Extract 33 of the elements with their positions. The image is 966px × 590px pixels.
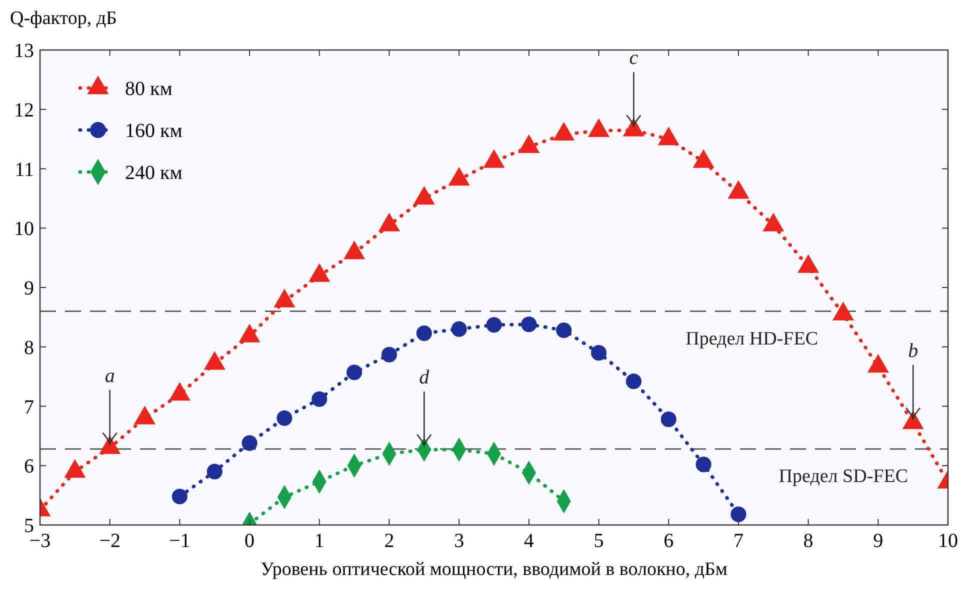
x-tick-label: 7 (733, 530, 744, 552)
legend-label: 160 км (125, 120, 183, 142)
annotation: a (104, 364, 115, 387)
legend-label: 80 км (125, 78, 173, 100)
y-tick-label: 9 (24, 278, 34, 300)
x-tick-label: 8 (803, 530, 814, 552)
x-tick-label: 6 (664, 530, 674, 552)
y-tick-label: 12 (14, 99, 34, 122)
y-tick-label: 8 (24, 336, 34, 359)
y-tick-label: 13 (14, 40, 34, 62)
y-tick-label: 6 (24, 456, 34, 478)
y-axis-title: Q-фактор, дБ (10, 8, 117, 29)
x-axis-title: Уровень оптической мощности, вводимой в волокно, дБм (260, 559, 728, 580)
x-tick-label: 10 (938, 530, 958, 552)
x-tick-label: 5 (594, 530, 604, 552)
x-tick-label: 0 (244, 530, 255, 552)
annotation: b (908, 340, 918, 362)
x-tick-label: 4 (524, 530, 534, 552)
annotation: d (419, 366, 430, 389)
x-tick-label: −2 (99, 530, 120, 552)
y-tick-label: 11 (14, 158, 34, 181)
x-tick-label: 3 (454, 530, 464, 552)
ref-line-label: Предел HD-FEC (686, 328, 818, 350)
annotation: c (629, 47, 638, 70)
y-tick-label: 5 (24, 515, 34, 537)
x-tick-label: 1 (314, 530, 324, 552)
y-tick-label: 10 (14, 218, 34, 240)
x-tick-label: 9 (873, 530, 884, 552)
ref-line-label: Предел SD-FEC (778, 466, 908, 487)
x-tick-label: 2 (384, 530, 394, 552)
x-tick-label: −1 (169, 530, 190, 552)
y-tick-label: 7 (24, 396, 34, 418)
legend-label: 240 км (125, 162, 183, 184)
